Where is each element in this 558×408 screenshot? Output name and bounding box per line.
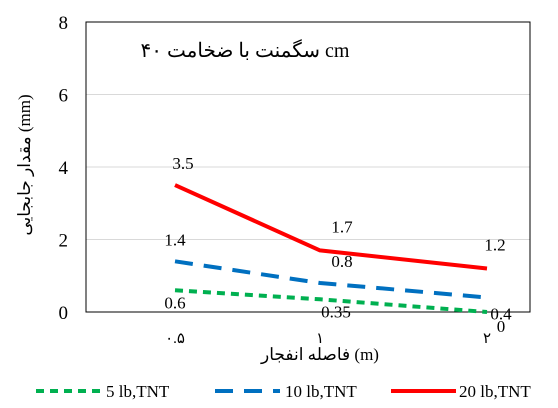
chart-title: سگمنت با ضخامت ۴۰ cm — [141, 39, 350, 62]
plot-area-border — [85, 21, 531, 313]
y-tick-label: 8 — [59, 13, 69, 34]
data-label: 0.6 — [164, 293, 185, 312]
legend-label: 20 lb,TNT — [459, 382, 531, 401]
x-axis-ticks: ۰.۵ ۱ ۲ — [165, 331, 491, 347]
x-tick-label: ۰.۵ — [165, 331, 185, 347]
data-label: 0.8 — [331, 252, 352, 271]
data-label: 1.2 — [484, 236, 505, 255]
y-tick-label: 4 — [59, 158, 69, 179]
y-axis-label: مقدار جابجایی (mm) — [15, 94, 35, 235]
y-tick-label: 0 — [59, 303, 69, 324]
data-label: 3.5 — [172, 154, 193, 173]
data-label: 0.4 — [490, 305, 512, 324]
x-tick-label: ۱ — [316, 331, 324, 347]
data-label: 1.7 — [331, 217, 353, 236]
data-label: 0 — [497, 317, 506, 336]
series-line — [174, 288, 488, 314]
legend-label: 5 lb,TNT — [106, 382, 170, 401]
y-axis-ticks: 0 2 4 6 8 — [59, 13, 69, 324]
series-group — [174, 183, 488, 314]
x-tick-label: ۲ — [483, 331, 491, 347]
x-axis-label: فاصله انفجار (m) — [260, 345, 379, 365]
series-line — [174, 259, 488, 300]
data-label: 1.4 — [164, 230, 186, 249]
data-label: 0.35 — [321, 302, 351, 321]
y-tick-label: 6 — [59, 86, 69, 107]
data-labels: 0.6 0.35 0 1.4 0.8 0.4 3.5 1.7 1.2 — [164, 154, 512, 336]
legend: 5 lb,TNT 10 lb,TNT 20 lb,TNT — [36, 382, 531, 401]
y-tick-label: 2 — [59, 231, 69, 252]
series-line — [174, 183, 488, 271]
legend-label: 10 lb,TNT — [285, 382, 357, 401]
grid-lines — [86, 94, 530, 240]
